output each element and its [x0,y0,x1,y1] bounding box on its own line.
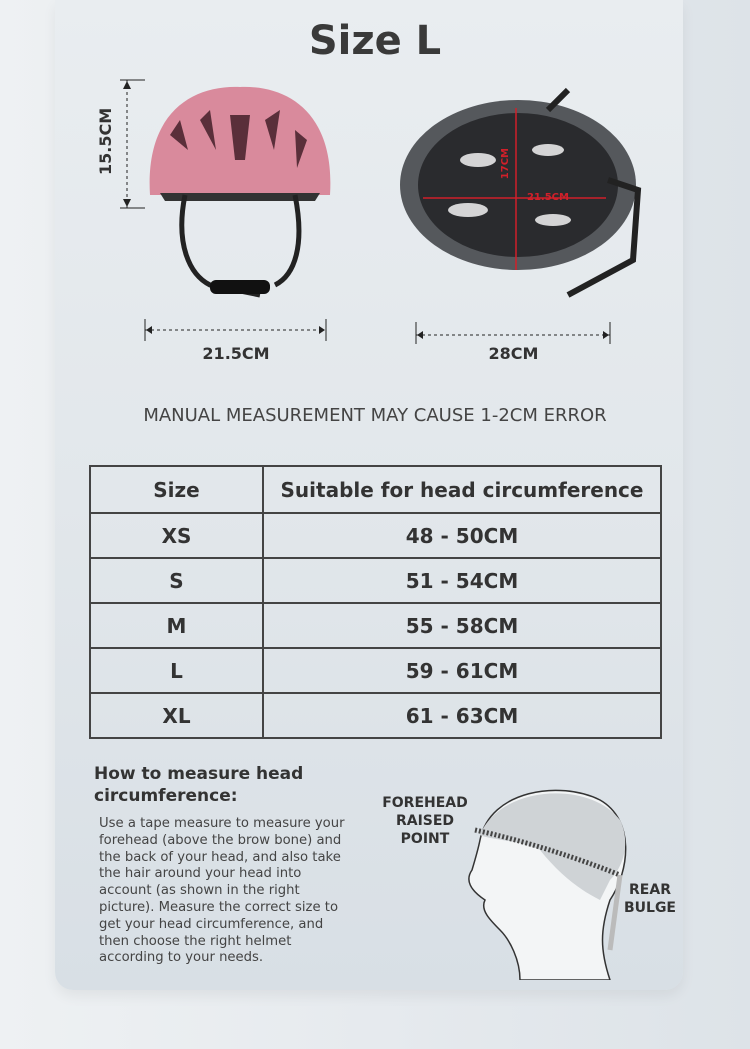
table-row: XS 48 - 50CM [89,512,662,559]
table-header-row: Size Suitable for head circumference [89,465,662,514]
inner-width-label: 21.5CM [527,192,569,203]
forehead-label: FOREHEAD RAISED POINT [382,795,468,847]
size-cell: M [89,602,264,649]
height-label: 15.5CM [96,107,115,175]
howto-body: Use a tape measure to measure your foreh… [99,816,345,966]
page-title: Size L [308,18,442,64]
size-cell: S [89,557,264,604]
inner-length-label: 17CM [500,148,511,180]
measurement-note: MANUAL MEASUREMENT MAY CAUSE 1-2CM ERROR [143,405,607,426]
circumference-cell: 55 - 58CM [262,602,662,649]
circumference-cell: 61 - 63CM [262,692,662,739]
tape-measure [474,827,621,878]
table-row: S 51 - 54CM [89,557,662,604]
circumference-cell: 51 - 54CM [262,557,662,604]
header-size: Size [89,465,264,514]
size-cell: L [89,647,264,694]
helmet-front-image [120,79,331,341]
width-label: 21.5CM [202,344,270,363]
size-cell: XL [89,692,264,739]
size-table: Size Suitable for head circumference XS 4… [89,465,662,739]
table-row: L 59 - 61CM [89,647,662,694]
howto-title: How to measure head circumference: [94,764,304,806]
header-circumference: Suitable for head circumference [262,465,662,514]
table-row: XL 61 - 63CM [89,692,662,739]
rear-bulge-label: REAR BULGE [623,882,676,916]
head-measure-illustration [468,789,627,980]
circumference-cell: 48 - 50CM [262,512,662,559]
length-label: 28CM [488,344,539,363]
circumference-cell: 59 - 61CM [262,647,662,694]
helmet-inner-image [400,87,642,344]
table-row: M 55 - 58CM [89,602,662,649]
size-cell: XS [89,512,264,559]
